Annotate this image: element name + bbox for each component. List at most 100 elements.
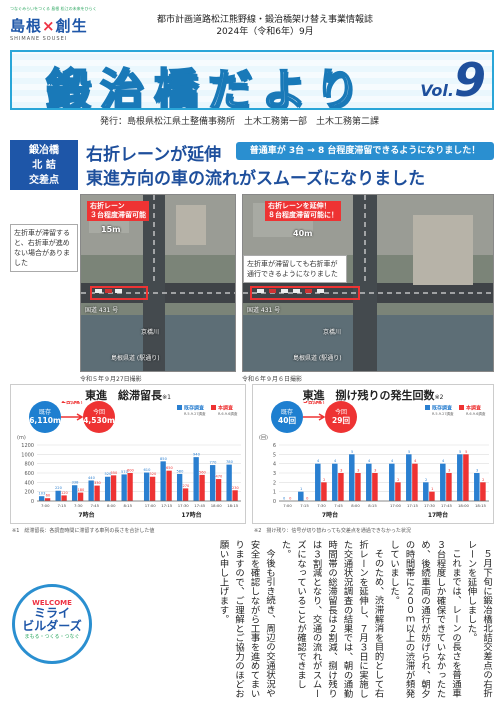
before-circle — [29, 401, 61, 433]
x-tick-label: 18:15 — [227, 503, 239, 508]
bar-value-label: 5 — [465, 450, 467, 454]
bar — [429, 491, 435, 501]
headline-pill: 普通車が 3台 → 8 台程度滞留できるようになりました！ — [236, 142, 494, 160]
legend-label: 既存調査 — [432, 405, 453, 412]
before-road-label: 国道 431 号 — [85, 307, 119, 314]
after-label: 今回 — [335, 408, 347, 416]
x-tick-label: 7:00 — [283, 503, 292, 508]
bar — [71, 485, 78, 501]
bar-value-label: 4 — [368, 459, 371, 463]
bar-value-label: 338 — [72, 481, 80, 485]
x-tick-label: 17:15 — [161, 503, 173, 508]
x-tick-label: 18:15 — [475, 503, 487, 508]
reduction-arrow — [61, 413, 84, 421]
bar — [412, 463, 418, 501]
before-label: 既存 — [39, 408, 51, 416]
bar-value-label: 0 — [289, 497, 292, 501]
aerial-photo-before: 右折レーン ３台程度滞留可能 15m 国道 431 号 京橋川 島根県道 (駅通り… — [80, 194, 236, 372]
bar-value-label: 3 — [448, 469, 450, 473]
bar — [199, 474, 205, 501]
bar-value-label: 2 — [482, 478, 484, 482]
y-tick-label: 5 — [273, 452, 276, 458]
mascot-welcome: WELCOME — [32, 599, 72, 607]
before-value: 6,110m — [29, 416, 61, 425]
y-axis-unit: (m) — [17, 435, 26, 441]
location-tag: 鍛冶橋 北 詰 交差点 — [10, 140, 78, 190]
bar-value-label: 570 — [121, 470, 129, 474]
bar-value-label: 270 — [182, 484, 190, 488]
bar — [406, 454, 412, 501]
bar-value-label: 600 — [127, 469, 135, 473]
bar-value-label: 770 — [210, 461, 218, 465]
bar-value-label: 4 — [442, 459, 445, 463]
bar — [446, 473, 452, 501]
y-tick-label: 1200 — [21, 443, 34, 449]
bar — [166, 470, 172, 501]
after-value: 29回 — [332, 416, 350, 425]
bar-value-label: 850 — [160, 457, 168, 461]
legend-note: R.6.9.6調査 — [466, 411, 486, 416]
x-tick-label: 18:00 — [458, 503, 470, 508]
bar-value-label: 4 — [317, 459, 320, 463]
bar — [121, 474, 127, 501]
logo-tagline: つなぐみらいをつくる 島根 松江の未来をひらく — [10, 6, 97, 11]
bar — [463, 454, 469, 501]
bar — [160, 461, 166, 501]
article-paragraph: ５月下旬に鍛冶橋北詰交差点の右折レーンを延伸しました。 — [465, 540, 493, 699]
tag-line: 北 詰 — [32, 160, 56, 171]
bar-value-label: 550 — [110, 471, 118, 475]
bar — [440, 463, 446, 501]
bar — [77, 492, 84, 501]
y-tick-label: 2 — [273, 480, 276, 486]
x-tick-label: 8:15 — [368, 503, 377, 508]
subtitle-date: 2024年（令和6年）9月 — [216, 27, 314, 37]
bar — [457, 454, 463, 501]
bar — [232, 490, 238, 501]
bar — [389, 463, 395, 501]
bar — [38, 496, 45, 501]
bar — [94, 485, 100, 501]
bar-value-label: 650 — [166, 466, 174, 470]
y-tick-label: 3 — [273, 471, 276, 477]
bar-value-label: 2 — [323, 478, 325, 482]
mascot-slogan: まもる・つくる・つなぐ — [24, 634, 80, 640]
x-tick-label: 7:15 — [57, 503, 66, 508]
legend-note: R.6.9.6調査 — [218, 411, 238, 416]
bar-value-label: 1 — [300, 487, 302, 491]
bar — [332, 463, 338, 501]
before-value: 40回 — [278, 416, 296, 425]
x-tick-label: 17:15 — [407, 503, 419, 508]
headline-secondary: 東進方向の車の流れがスムーズになりました — [86, 169, 426, 189]
aerial-illustration-after — [243, 195, 493, 371]
before-caption: 令和５年９月27日撮影 — [80, 376, 142, 383]
before-badge: 右折レーン ３台程度滞留可能 — [87, 201, 149, 221]
title-banner: 鍛治橋だより Vol.9 — [10, 50, 494, 110]
bar-value-label: 5 — [351, 450, 353, 454]
bar — [372, 473, 378, 501]
bar-value-label: 4 — [334, 459, 337, 463]
bar-value-label: 940 — [193, 453, 201, 457]
logo-roman: SHIMANE SOUSEI — [10, 36, 68, 42]
logo: つなぐみらいをつくる 島根 松江の未来をひらく 島根×創生 SHIMANE SO… — [10, 6, 100, 62]
y-tick-label: 6 — [273, 443, 276, 449]
chart-title: 東進 捌け残りの発生回数※2 — [302, 389, 444, 402]
x-tick-label: 8:00 — [351, 503, 360, 508]
article-body: ５月下旬に鍛冶橋北詰交差点の右折レーンを延伸しました。 これまでは、レーンの長さ… — [100, 540, 494, 700]
bar-value-label: 520 — [149, 472, 157, 476]
chart-total-queue-length: 東進 総滞留長※1 0 200 400 600 800 1000 1200 (m) 103 60 7… — [10, 384, 246, 524]
after-road-label: 国道 431 号 — [247, 307, 281, 314]
publisher-line: 発行：島根県松江県土整備事務所 土木工務第一部 土木工務第二課 — [100, 117, 380, 127]
bar — [55, 490, 61, 501]
aerial-photo-after: 右折レーンを延伸！ ８台程度滞留可能に！ 40m 左折車が滞留しても右折車が通行で… — [242, 194, 494, 372]
x-tick-label: 8:15 — [123, 503, 132, 508]
bar-value-label: 330 — [94, 481, 102, 485]
after-value: 4,530m — [83, 416, 115, 425]
bar — [215, 479, 222, 501]
bar-value-label: 520 — [105, 472, 113, 476]
legend-label: 既存調査 — [184, 405, 205, 412]
x-tick-label: 7:45 — [334, 503, 343, 508]
bar-value-label: 103 — [39, 492, 46, 496]
bar — [104, 476, 111, 501]
